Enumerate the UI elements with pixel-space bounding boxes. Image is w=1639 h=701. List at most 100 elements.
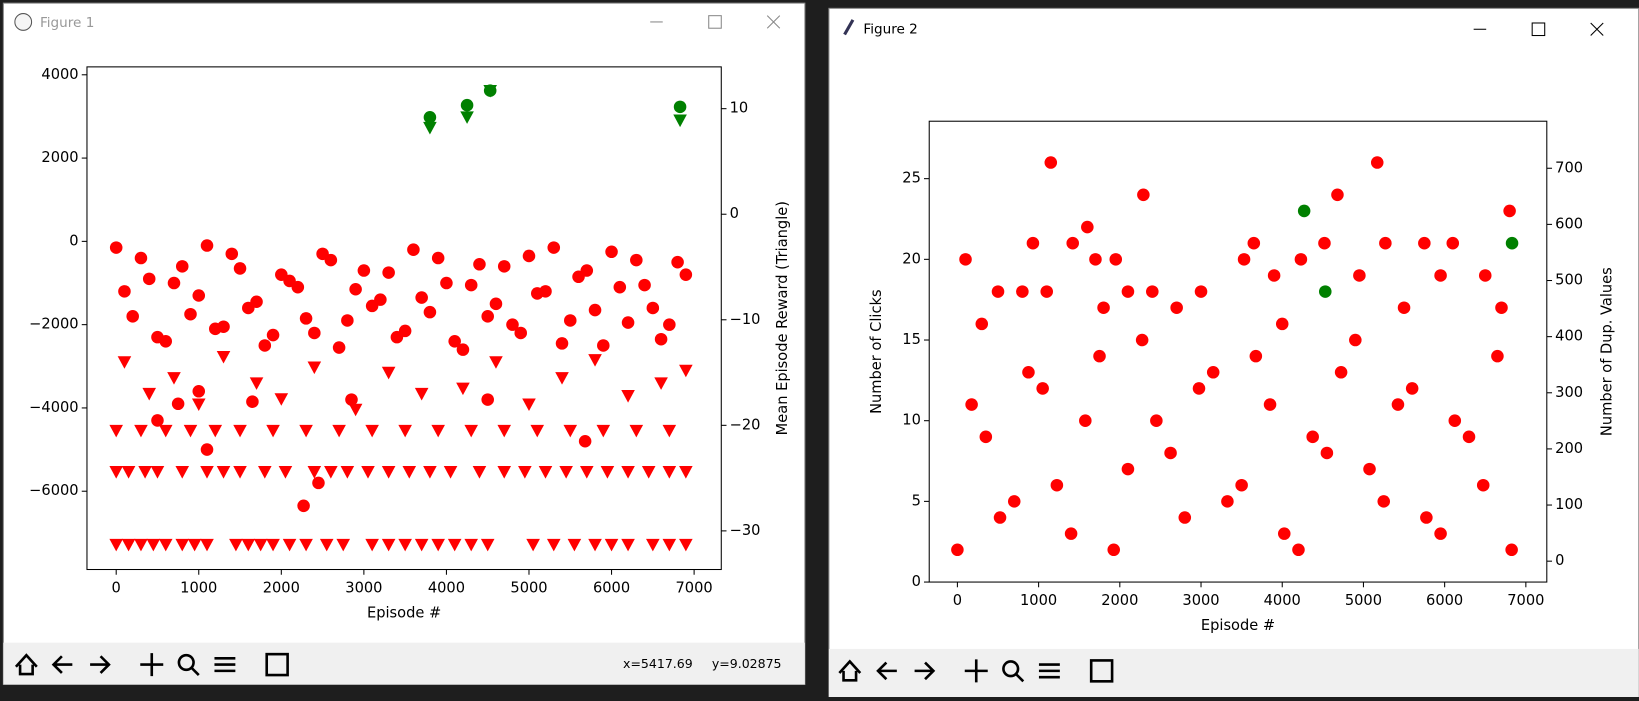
home-button[interactable] [14,653,38,676]
triangle-point [621,390,635,403]
close-button[interactable] [766,15,781,29]
point [1235,478,1248,492]
zoom-button[interactable] [177,653,200,676]
point [1263,398,1277,411]
y2-tick-label: −20 [730,416,761,433]
maximize-button[interactable] [708,15,722,29]
triangle-point [431,424,445,438]
back-button[interactable] [876,661,897,681]
triangle-point [138,466,152,479]
triangle-point [423,121,437,135]
triangle-point [340,466,355,479]
triangle-point [464,424,478,438]
point [217,320,230,334]
point [1044,156,1058,169]
triangle-point [398,424,412,438]
forward-button[interactable] [90,655,111,674]
point [1319,285,1332,298]
triangle-point [324,466,338,479]
zoom-button[interactable] [1002,660,1025,683]
point [514,326,528,340]
triangle-point [398,538,412,552]
point [308,326,321,340]
pan-button[interactable] [140,653,164,677]
x-tick-label: 3000 [345,579,382,596]
home-button[interactable] [838,659,862,682]
y2-axis-label: Number of Dup. Values [1598,267,1615,436]
triangle-point [365,424,379,438]
save-button[interactable] [1089,659,1114,683]
point [597,339,610,352]
triangle-point [443,466,458,479]
point [1503,204,1516,218]
y-tick-label: 15 [902,331,921,348]
triangle-point [431,538,445,552]
window-title: Figure 2 [863,21,917,37]
point [1505,236,1519,250]
y2-tick-label: 10 [730,100,749,117]
maximize-button[interactable] [1531,22,1546,37]
point [415,291,428,304]
point [1121,462,1135,476]
window-title: Figure 1 [40,15,94,31]
triangle-point [456,382,470,396]
triangle-point [489,356,503,369]
triangle-point [158,538,173,552]
toolbar [3,642,805,685]
triangle-point [150,466,165,479]
triangle-point [200,538,214,552]
x-tick-label: 7000 [676,579,713,596]
triangle-point [497,466,512,479]
point [1081,220,1094,234]
point [530,287,544,300]
point [991,285,1005,298]
point [423,110,437,124]
triangle-point [518,466,532,479]
point [407,243,420,256]
point [489,297,503,311]
point [109,241,123,254]
triangle-point [167,372,181,385]
point [423,305,437,319]
point [613,280,627,294]
point [460,98,474,112]
triangle-point [621,466,635,479]
point [1377,495,1391,508]
triangle-point [348,403,363,417]
x-tick-label: 3000 [1182,592,1219,609]
close-button[interactable] [1590,22,1604,36]
triangle-point [546,538,561,552]
y-tick-label: 5 [912,492,921,509]
save-button[interactable] [265,652,289,677]
configure-button[interactable] [214,657,236,673]
point [1379,236,1392,250]
point [225,247,239,261]
pan-button[interactable] [964,659,988,683]
x-tick-label: 2000 [263,579,300,596]
triangle-point [629,424,644,438]
point [345,393,358,406]
triangle-point [641,466,656,479]
x-tick-label: 6000 [593,579,630,596]
triangle-point [142,387,157,401]
point [184,307,197,321]
configure-button[interactable] [1038,663,1060,679]
axes-frame [928,120,1548,583]
forward-button[interactable] [914,661,936,681]
point [1349,333,1362,347]
app-icon [14,13,33,31]
triangle-point [266,424,280,438]
point [246,395,259,408]
point [673,100,687,114]
triangle-point [662,466,677,479]
triangle-point [621,538,635,552]
point [357,264,371,277]
y2-tick-label: 300 [1555,384,1583,401]
back-button[interactable] [51,655,73,674]
triangle-point [464,538,478,552]
point [332,341,346,354]
triangle-point [258,466,272,479]
point [1434,527,1447,540]
point [1247,236,1261,250]
